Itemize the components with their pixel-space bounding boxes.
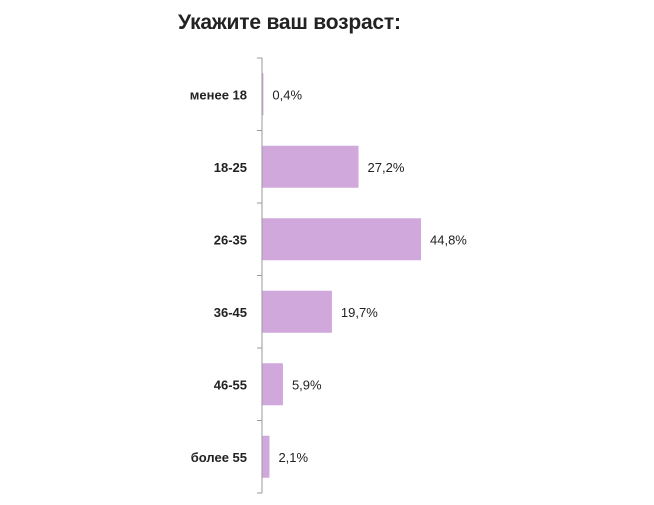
labels-layer: менее 18 0,4% 18-25 27,2% 26-35 44,8% 36-45 19,… bbox=[190, 87, 468, 465]
category-tick-label: более 55 bbox=[191, 450, 247, 465]
bar-value-label: 19,7% bbox=[341, 305, 378, 320]
category-tick-label: 36-45 bbox=[214, 305, 247, 320]
axis-layer bbox=[257, 57, 263, 494]
bar-value-label: 27,2% bbox=[368, 160, 405, 175]
chart-title: Укажите ваш возраст: bbox=[178, 11, 401, 34]
bar bbox=[262, 218, 421, 261]
bars-layer bbox=[262, 73, 421, 478]
category-tick-label: 18-25 bbox=[214, 160, 247, 175]
bar-value-label: 0,4% bbox=[272, 87, 302, 102]
bar bbox=[262, 290, 332, 333]
category-tick-label: 26-35 bbox=[214, 232, 247, 247]
category-tick-label: менее 18 bbox=[190, 87, 247, 102]
bar bbox=[262, 145, 359, 188]
bar bbox=[262, 73, 264, 116]
bar bbox=[262, 363, 283, 406]
bar-value-label: 44,8% bbox=[430, 232, 467, 247]
bar-value-label: 2,1% bbox=[278, 450, 308, 465]
category-tick-label: 46-55 bbox=[214, 377, 247, 392]
bar bbox=[262, 435, 270, 478]
bar-value-label: 5,9% bbox=[292, 377, 322, 392]
